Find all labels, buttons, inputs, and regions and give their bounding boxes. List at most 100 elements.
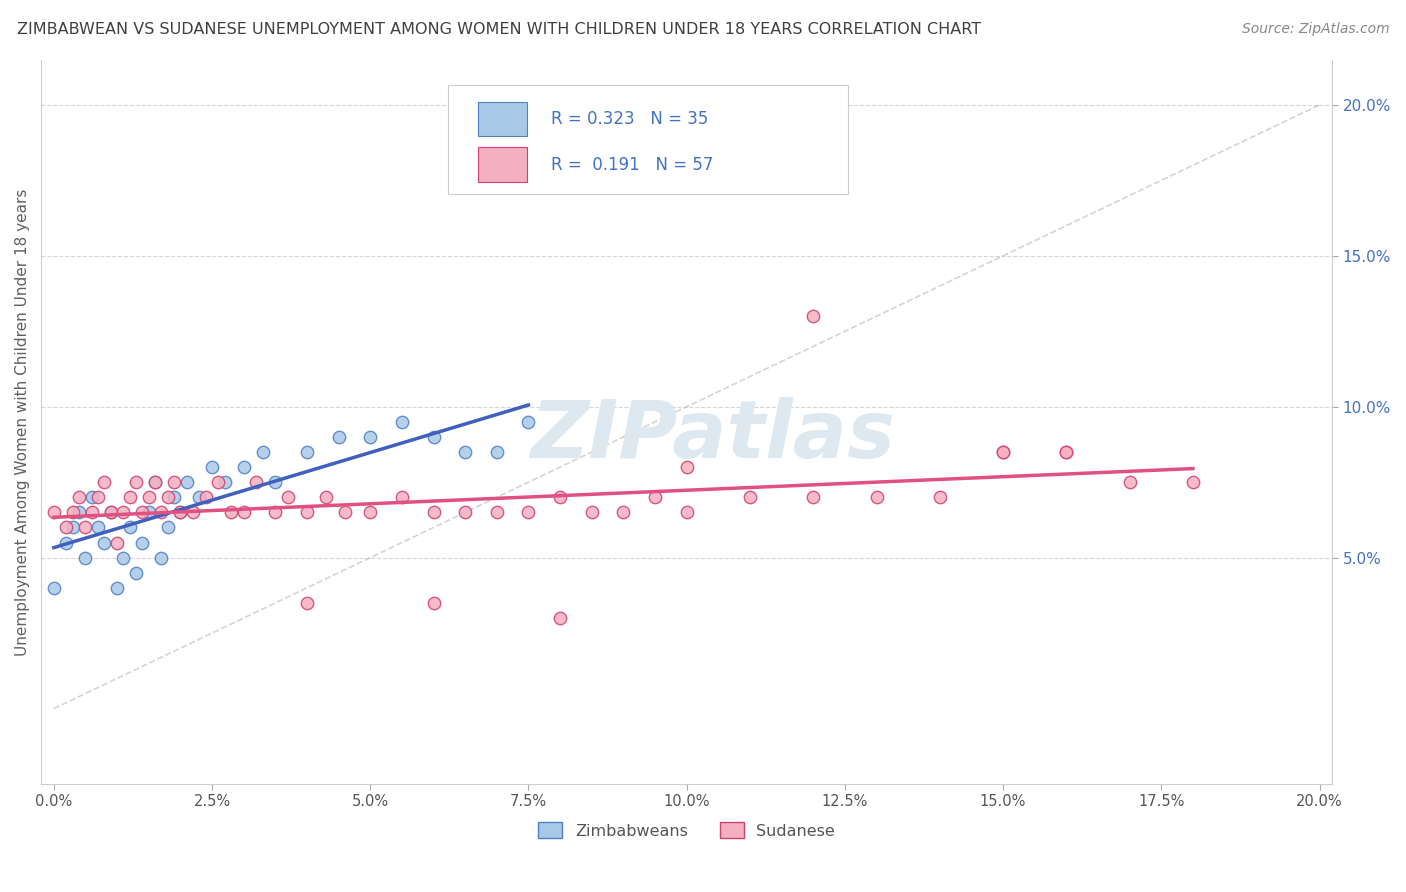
Point xyxy=(150,505,173,519)
Point xyxy=(125,566,148,580)
Point xyxy=(391,491,413,505)
Point xyxy=(188,491,211,505)
Point xyxy=(105,581,128,595)
Point xyxy=(118,491,141,505)
Text: ZIPatlas: ZIPatlas xyxy=(530,397,896,475)
Point xyxy=(1181,475,1204,490)
Point xyxy=(62,505,84,519)
Point xyxy=(991,445,1014,459)
FancyBboxPatch shape xyxy=(447,85,848,194)
Point xyxy=(232,460,254,475)
Text: Source: ZipAtlas.com: Source: ZipAtlas.com xyxy=(1241,22,1389,37)
Point xyxy=(391,415,413,429)
FancyBboxPatch shape xyxy=(478,102,527,136)
Point xyxy=(55,520,77,534)
Point xyxy=(42,581,65,595)
Point xyxy=(548,491,571,505)
Point xyxy=(163,475,186,490)
Point xyxy=(75,550,97,565)
Point xyxy=(252,445,274,459)
Point xyxy=(80,505,103,519)
Point xyxy=(277,491,299,505)
Point xyxy=(264,505,287,519)
Point xyxy=(928,491,950,505)
Point xyxy=(194,491,217,505)
Point xyxy=(295,505,318,519)
Point xyxy=(801,309,824,323)
Point xyxy=(100,505,122,519)
Point xyxy=(112,505,135,519)
Point xyxy=(181,505,204,519)
Point xyxy=(333,505,356,519)
Point xyxy=(991,445,1014,459)
Point xyxy=(112,550,135,565)
Point xyxy=(105,535,128,549)
Point xyxy=(62,520,84,534)
Point xyxy=(163,491,186,505)
Point xyxy=(738,491,761,505)
Point xyxy=(1118,475,1140,490)
Point xyxy=(328,430,350,444)
Point xyxy=(454,445,477,459)
Legend: Zimbabweans, Sudanese: Zimbabweans, Sudanese xyxy=(531,815,842,845)
Point xyxy=(131,505,153,519)
Point xyxy=(675,505,697,519)
Point xyxy=(359,430,381,444)
Point xyxy=(80,491,103,505)
Point xyxy=(125,475,148,490)
Point xyxy=(150,550,173,565)
Point xyxy=(138,491,160,505)
Point xyxy=(315,491,337,505)
Point xyxy=(118,520,141,534)
Point xyxy=(454,505,477,519)
Point xyxy=(295,445,318,459)
Text: R = 0.323   N = 35: R = 0.323 N = 35 xyxy=(551,110,709,128)
Point xyxy=(67,491,90,505)
Point xyxy=(176,475,198,490)
Point xyxy=(87,491,110,505)
Point xyxy=(644,491,666,505)
Point xyxy=(801,491,824,505)
Point xyxy=(75,520,97,534)
Point xyxy=(169,505,191,519)
Point xyxy=(201,460,224,475)
Point xyxy=(55,535,77,549)
Y-axis label: Unemployment Among Women with Children Under 18 years: Unemployment Among Women with Children U… xyxy=(15,188,30,656)
Point xyxy=(295,596,318,610)
Point xyxy=(143,475,166,490)
Point xyxy=(422,430,444,444)
Point xyxy=(1054,445,1077,459)
Point xyxy=(42,505,65,519)
Point xyxy=(100,505,122,519)
Point xyxy=(156,491,179,505)
Point xyxy=(612,505,634,519)
Point xyxy=(517,505,540,519)
Point xyxy=(675,460,697,475)
Point xyxy=(245,475,267,490)
Point xyxy=(548,611,571,625)
Point xyxy=(359,505,381,519)
Point xyxy=(67,505,90,519)
Point xyxy=(264,475,287,490)
Point xyxy=(485,445,508,459)
Point xyxy=(143,475,166,490)
Point xyxy=(422,505,444,519)
Point xyxy=(87,520,110,534)
Point xyxy=(214,475,236,490)
Point xyxy=(131,535,153,549)
Point xyxy=(1054,445,1077,459)
Point xyxy=(422,596,444,610)
Point xyxy=(232,505,254,519)
Point xyxy=(219,505,242,519)
Point xyxy=(207,475,229,490)
Point xyxy=(865,491,887,505)
Point xyxy=(93,535,115,549)
Point xyxy=(93,475,115,490)
Point xyxy=(138,505,160,519)
Point xyxy=(517,415,540,429)
Text: R =  0.191   N = 57: R = 0.191 N = 57 xyxy=(551,155,713,174)
Point xyxy=(156,520,179,534)
Point xyxy=(485,505,508,519)
Point xyxy=(169,505,191,519)
Point xyxy=(581,505,603,519)
